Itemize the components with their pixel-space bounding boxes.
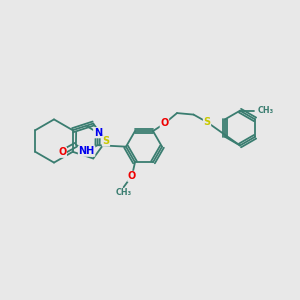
Text: N: N	[94, 128, 102, 138]
Text: S: S	[203, 117, 211, 127]
Text: S: S	[102, 136, 110, 146]
Text: O: O	[58, 147, 66, 157]
Text: CH₃: CH₃	[116, 188, 132, 197]
Text: NH: NH	[79, 146, 95, 156]
Text: CH₃: CH₃	[258, 106, 274, 115]
Text: O: O	[128, 171, 136, 182]
Text: O: O	[160, 118, 169, 128]
